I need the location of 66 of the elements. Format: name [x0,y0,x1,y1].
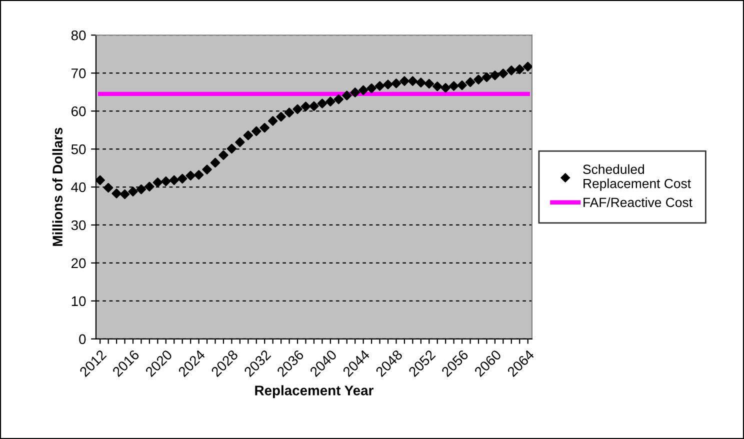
point [284,108,294,118]
point [465,77,476,88]
point [300,102,311,112]
point [309,101,319,111]
point [136,184,146,194]
point [416,78,426,88]
point [506,66,516,76]
point [432,82,442,92]
point [424,78,434,89]
point [522,62,532,72]
point [326,96,336,106]
y-tick-label: 30 [71,220,86,230]
point [210,158,220,168]
point [448,81,459,91]
point [317,98,328,108]
point [120,189,130,200]
point [252,126,262,136]
point [103,182,114,193]
point [366,83,376,94]
y-axis-title: Millions of Dollars [52,128,63,246]
point [342,90,352,100]
point [276,112,286,122]
point [96,175,105,186]
point [292,104,302,114]
y-tick-label: 0 [79,334,86,344]
y-tick-label: 40 [71,182,86,192]
y-tick-label: 70 [72,68,86,78]
point [152,178,163,188]
point [457,80,467,90]
point [374,81,385,91]
y-tick-label: 50 [71,144,86,154]
point [474,74,484,84]
point [202,164,212,174]
point [243,130,254,140]
y-tick-label: 20 [72,258,86,268]
point [161,176,171,186]
y-tick-label: 10 [72,296,86,306]
point [408,76,418,86]
point [490,70,500,80]
point [358,85,368,96]
point [440,83,450,93]
point [498,68,508,78]
point [226,144,237,154]
point [260,122,270,133]
x-axis-title: Replacement Year [255,385,374,398]
point [350,88,360,98]
point [334,94,344,104]
y-tick-label: 80 [71,30,86,40]
point [482,72,492,82]
point [268,116,278,126]
point [112,188,122,198]
point [169,175,179,186]
point [235,137,245,148]
legend-label: FAF/Reactive Cost [584,197,692,208]
point [194,170,204,180]
legend-label: Scheduled Replacement Cost [583,164,691,191]
point [218,150,228,160]
point [383,80,393,90]
point [144,182,154,192]
point [186,170,196,180]
point [177,174,188,184]
point [514,64,524,74]
point [400,76,410,86]
y-tick-label: 60 [72,106,86,116]
point [391,78,402,88]
point [128,186,138,196]
